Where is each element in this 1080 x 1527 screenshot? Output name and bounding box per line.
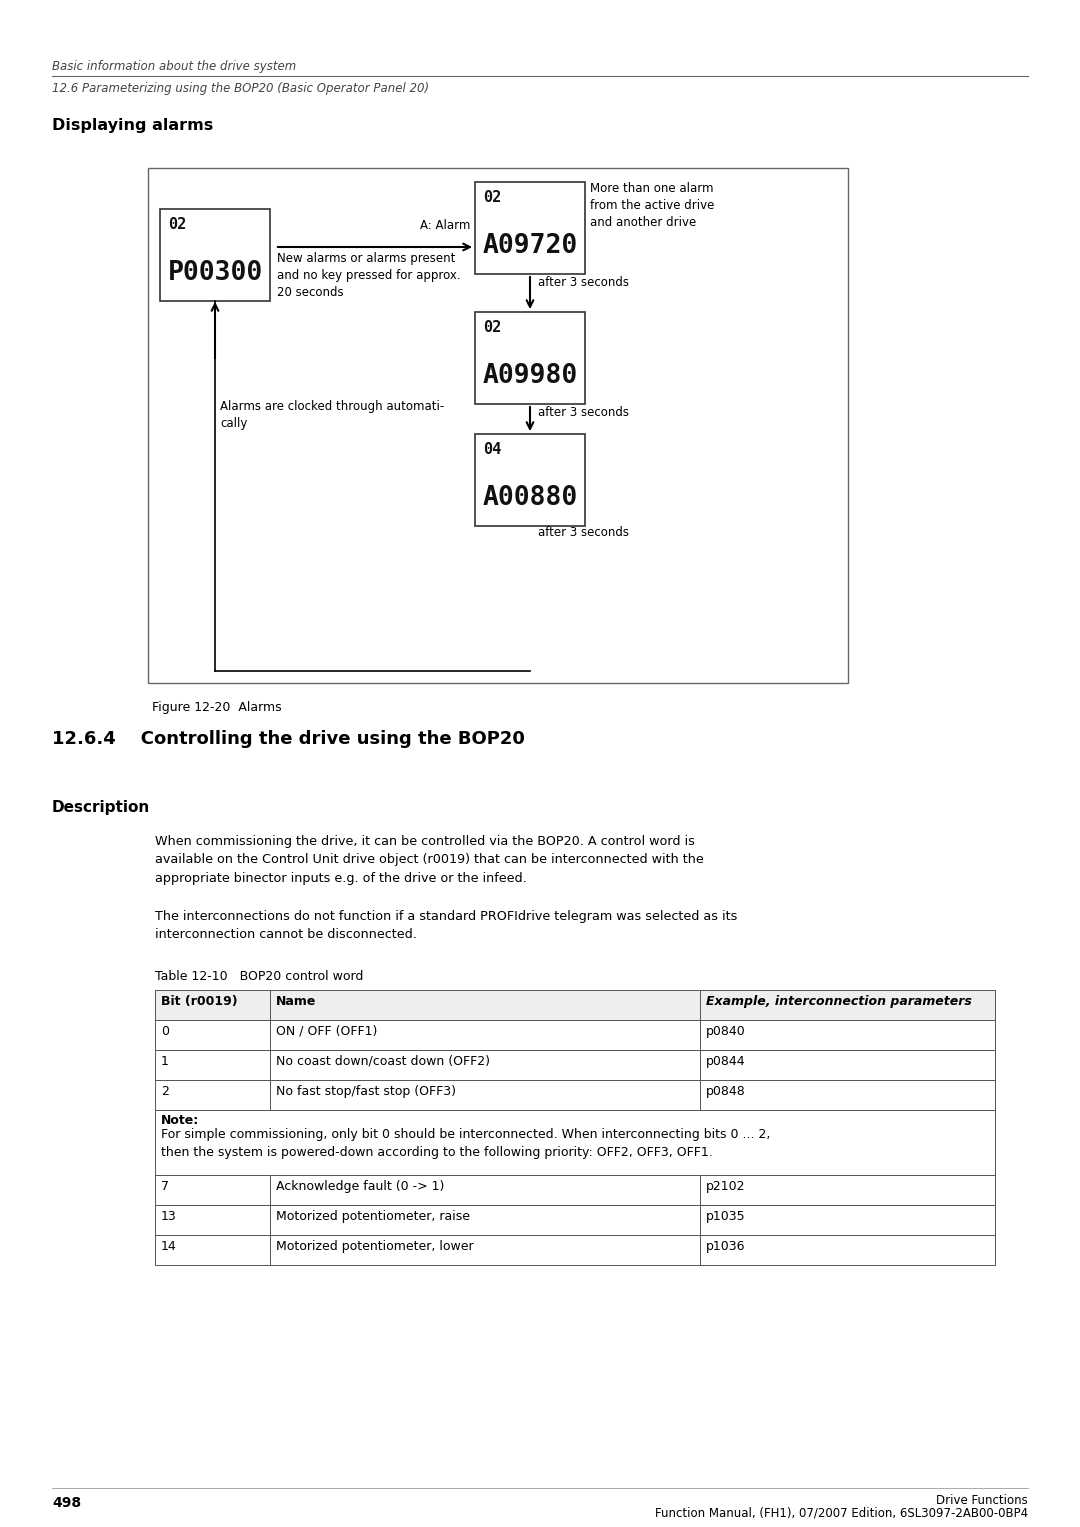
Bar (160, 209, 270, 301)
Bar (475, 434, 585, 525)
Text: 2: 2 (161, 1086, 168, 1098)
Text: No fast stop/fast stop (OFF3): No fast stop/fast stop (OFF3) (276, 1086, 456, 1098)
Text: after 3 seconds: after 3 seconds (538, 525, 629, 539)
Text: p2102: p2102 (706, 1180, 745, 1193)
Text: ON / OFF (OFF1): ON / OFF (OFF1) (276, 1025, 377, 1038)
Text: Basic information about the drive system: Basic information about the drive system (52, 60, 296, 73)
Bar (700, 989, 995, 1020)
Text: Motorized potentiometer, raise: Motorized potentiometer, raise (276, 1209, 470, 1223)
Bar (270, 989, 700, 1020)
Text: When commissioning the drive, it can be controlled via the BOP20. A control word: When commissioning the drive, it can be … (156, 835, 704, 886)
Bar (156, 1174, 270, 1205)
Text: Alarms are clocked through automati-
cally: Alarms are clocked through automati- cal… (220, 400, 444, 431)
Text: A00880: A00880 (483, 486, 578, 512)
Text: Motorized potentiometer, lower: Motorized potentiometer, lower (276, 1240, 474, 1254)
Text: after 3 seconds: after 3 seconds (538, 276, 629, 289)
Text: p0840: p0840 (706, 1025, 746, 1038)
Text: P00300: P00300 (167, 260, 262, 286)
Text: Bit (r0019): Bit (r0019) (161, 996, 238, 1008)
Text: The interconnections do not function if a standard PROFIdrive telegram was selec: The interconnections do not function if … (156, 910, 738, 942)
Bar (156, 989, 270, 1020)
Text: 14: 14 (161, 1240, 177, 1254)
Text: 1: 1 (161, 1055, 168, 1067)
Bar (156, 1110, 995, 1174)
Text: 13: 13 (161, 1209, 177, 1223)
Bar (700, 1080, 995, 1110)
Bar (700, 1051, 995, 1080)
Bar (156, 1080, 270, 1110)
Text: Drive Functions: Drive Functions (936, 1493, 1028, 1507)
Bar (270, 1020, 700, 1051)
Text: 0: 0 (161, 1025, 168, 1038)
Text: Note:: Note: (161, 1115, 199, 1127)
Text: Figure 12-20  Alarms: Figure 12-20 Alarms (152, 701, 282, 715)
Text: Displaying alarms: Displaying alarms (52, 118, 213, 133)
Text: Function Manual, (FH1), 07/2007 Edition, 6SL3097-2AB00-0BP4: Function Manual, (FH1), 07/2007 Edition,… (654, 1507, 1028, 1519)
Text: A09720: A09720 (483, 234, 578, 260)
Bar (270, 1205, 700, 1235)
Text: 02: 02 (168, 217, 186, 232)
Text: p1035: p1035 (706, 1209, 745, 1223)
Bar (475, 182, 585, 273)
Bar (700, 1020, 995, 1051)
Text: New alarms or alarms present
and no key pressed for approx.
20 seconds: New alarms or alarms present and no key … (276, 252, 461, 299)
Text: Description: Description (52, 800, 150, 815)
Text: 7: 7 (161, 1180, 168, 1193)
Text: after 3 seconds: after 3 seconds (538, 406, 629, 418)
Text: 02: 02 (483, 189, 501, 205)
Text: 498: 498 (52, 1496, 81, 1510)
Text: p0844: p0844 (706, 1055, 745, 1067)
Bar (148, 168, 848, 683)
Text: p0848: p0848 (706, 1086, 746, 1098)
Bar (270, 1051, 700, 1080)
Bar (700, 1205, 995, 1235)
Text: Table 12-10   BOP20 control word: Table 12-10 BOP20 control word (156, 970, 363, 983)
Bar (156, 1235, 270, 1264)
Bar (700, 1174, 995, 1205)
Text: 12.6 Parameterizing using the BOP20 (Basic Operator Panel 20): 12.6 Parameterizing using the BOP20 (Bas… (52, 82, 429, 95)
Bar (270, 1080, 700, 1110)
Text: A: Alarm: A: Alarm (420, 218, 470, 232)
Bar (270, 1235, 700, 1264)
Text: More than one alarm
from the active drive
and another drive: More than one alarm from the active driv… (590, 182, 714, 229)
Bar (156, 1051, 270, 1080)
Bar (700, 1235, 995, 1264)
Text: 02: 02 (483, 321, 501, 334)
Text: No coast down/coast down (OFF2): No coast down/coast down (OFF2) (276, 1055, 490, 1067)
Text: Example, interconnection parameters: Example, interconnection parameters (706, 996, 972, 1008)
Bar (156, 1020, 270, 1051)
Bar (475, 312, 585, 405)
Text: p1036: p1036 (706, 1240, 745, 1254)
Text: For simple commissioning, only bit 0 should be interconnected. When interconnect: For simple commissioning, only bit 0 sho… (161, 1128, 770, 1159)
Text: A09980: A09980 (483, 363, 578, 389)
Bar (270, 1174, 700, 1205)
Text: 12.6.4    Controlling the drive using the BOP20: 12.6.4 Controlling the drive using the B… (52, 730, 525, 748)
Bar (156, 1205, 270, 1235)
Text: Name: Name (276, 996, 316, 1008)
Text: 04: 04 (483, 441, 501, 457)
Text: Acknowledge fault (0 -> 1): Acknowledge fault (0 -> 1) (276, 1180, 444, 1193)
